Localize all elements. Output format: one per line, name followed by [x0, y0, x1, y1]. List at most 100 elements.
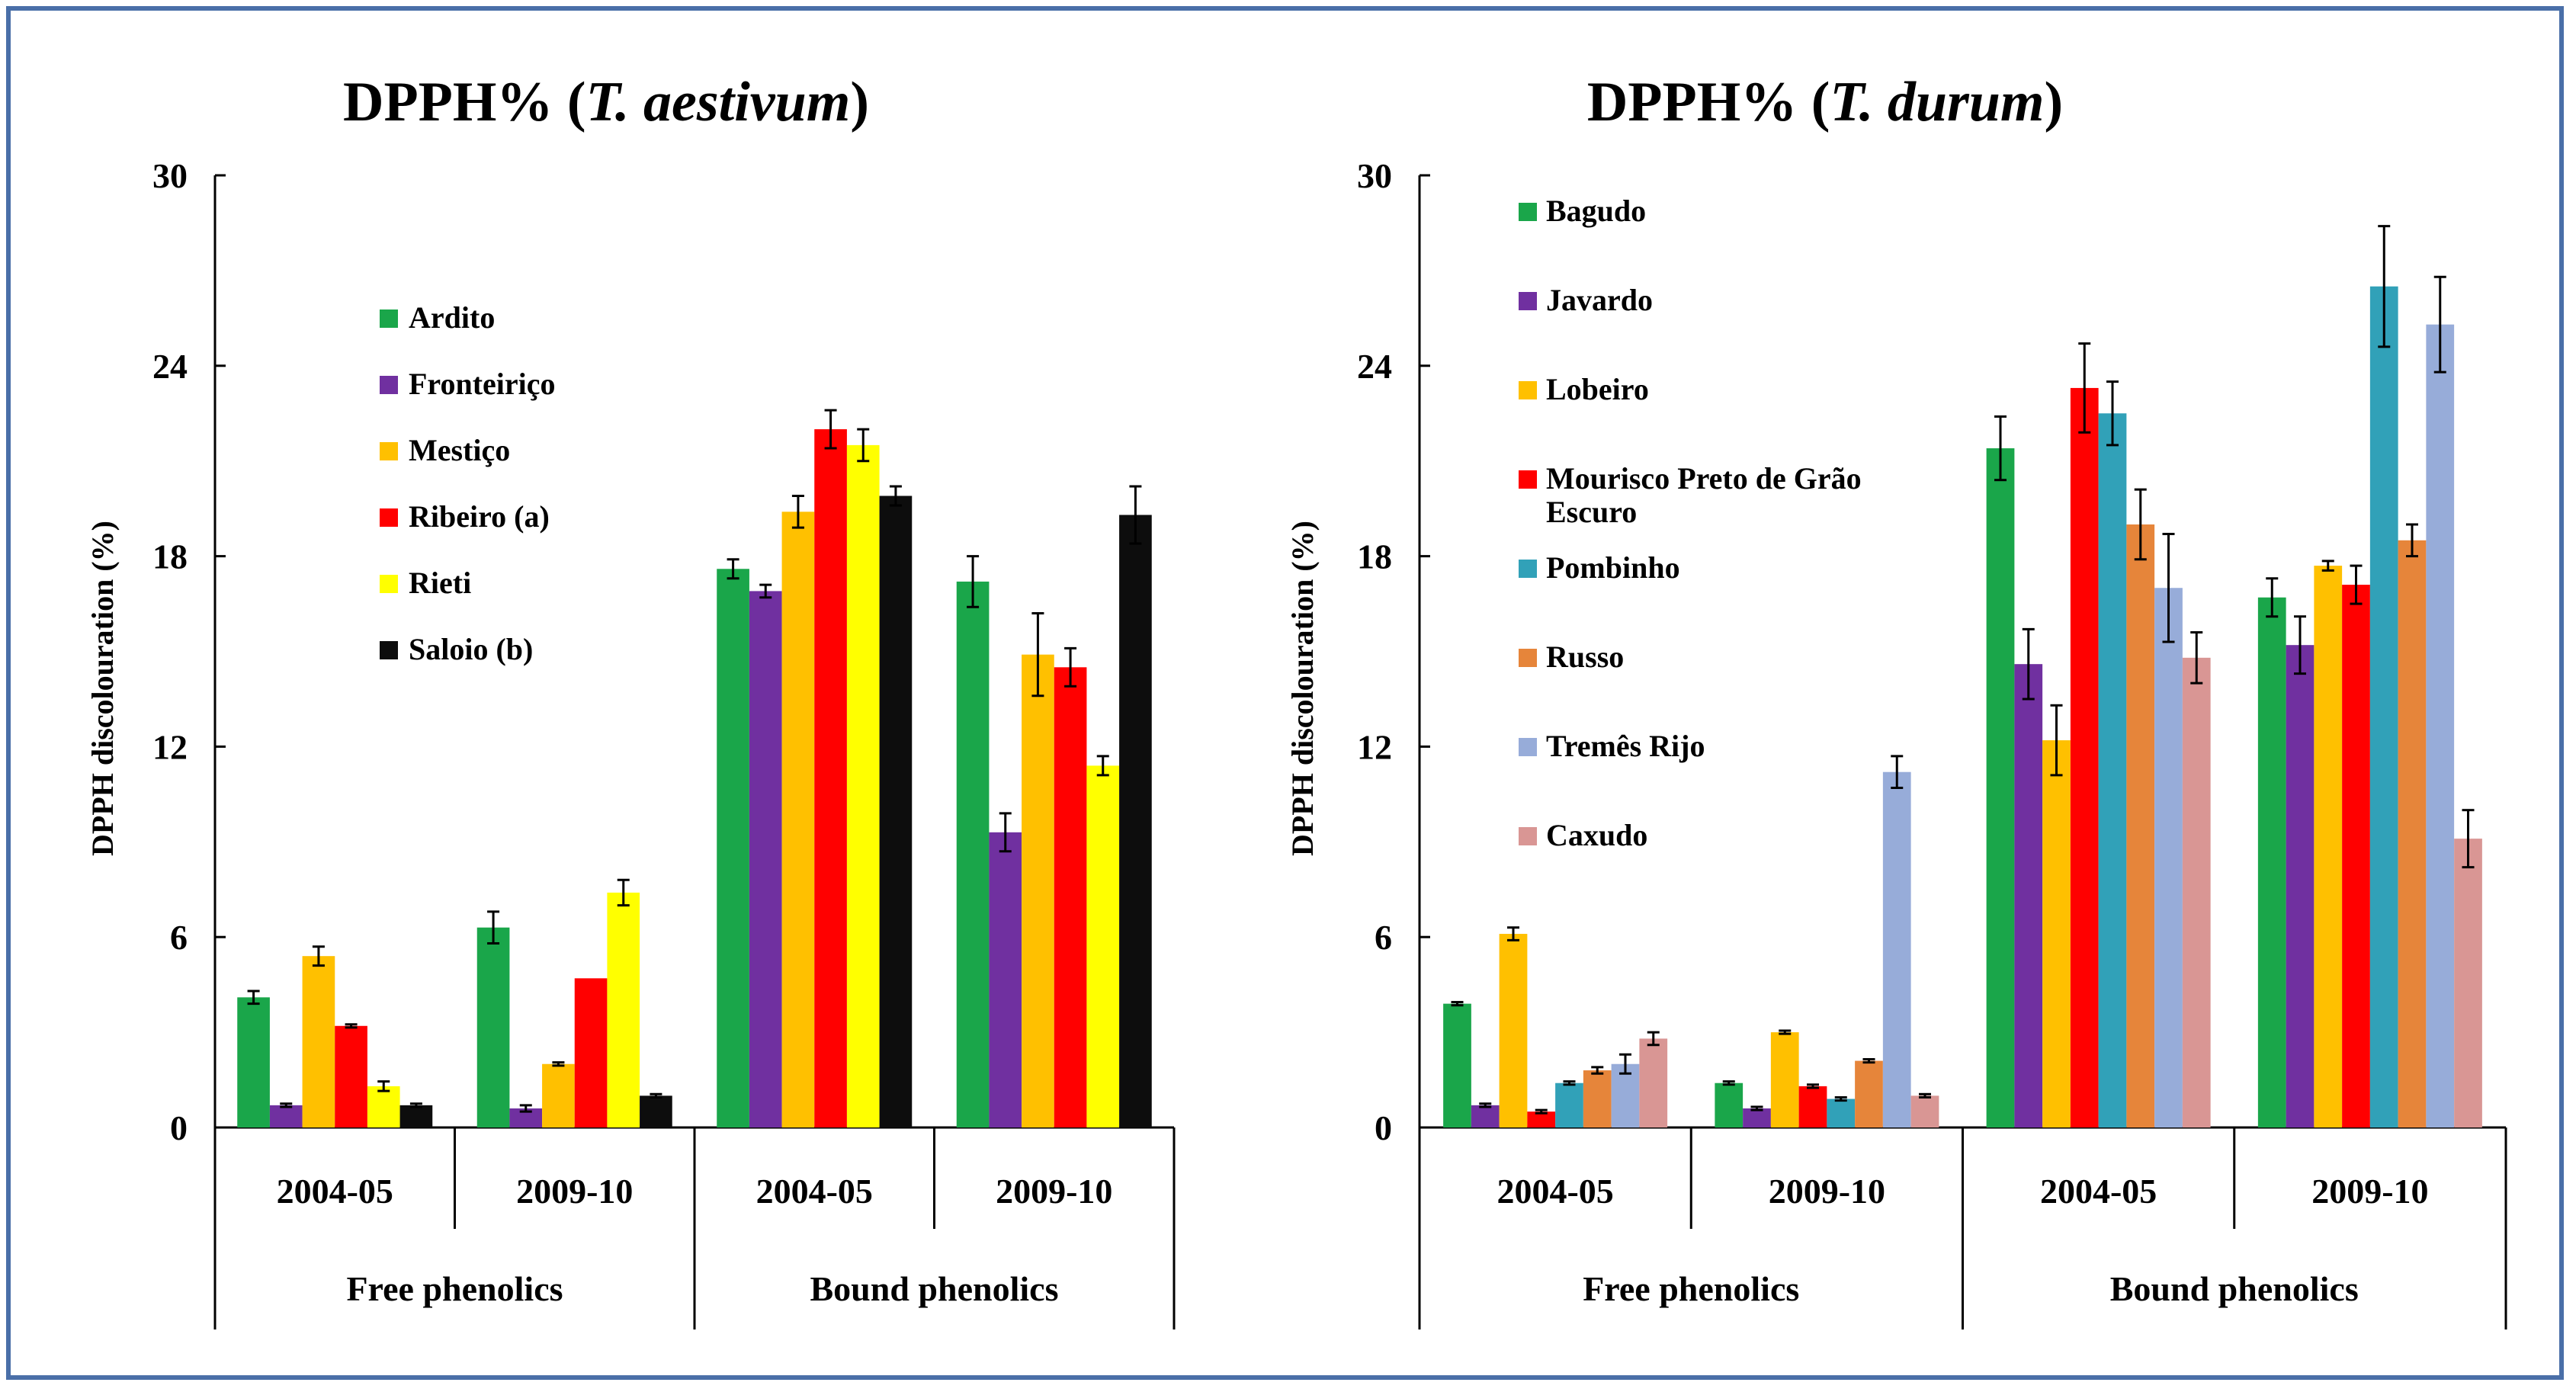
category-label: 2004-05: [756, 1172, 873, 1211]
legend-swatch: [380, 376, 398, 394]
y-axis-label: DPPH discolouration (%): [85, 521, 120, 856]
bar: [989, 832, 1022, 1127]
bar: [1639, 1038, 1668, 1127]
bar: [2042, 740, 2071, 1127]
legend-swatch: [1519, 470, 1537, 489]
chart-aestivum: DPPH% (T. aestivum) DPPH discolouration …: [85, 71, 1176, 1329]
bar: [1770, 1032, 1799, 1127]
bar: [302, 956, 335, 1127]
bar: [1555, 1082, 1583, 1127]
legend-swatch: [1519, 292, 1537, 310]
bar: [2398, 540, 2427, 1127]
bar: [1715, 1082, 1744, 1127]
bar: [269, 1105, 303, 1127]
y-tick-label: 0: [1375, 1108, 1392, 1147]
legend-label: Javardo: [1546, 283, 1653, 317]
bar: [2070, 387, 2099, 1127]
bar: [1499, 934, 1528, 1127]
legend-label: Bagudo: [1546, 194, 1646, 228]
legend-swatch: [380, 508, 398, 527]
bar: [574, 978, 608, 1127]
bar: [1743, 1108, 1771, 1127]
bar: [399, 1105, 433, 1127]
category-label: 2009-10: [2311, 1172, 2428, 1211]
group-label: Free phenolics: [346, 1269, 563, 1308]
legend-swatch: [380, 442, 398, 460]
bar: [846, 444, 880, 1127]
bar: [542, 1063, 575, 1127]
bar: [2257, 597, 2286, 1127]
bar: [335, 1025, 367, 1127]
category-label: 2009-10: [1769, 1172, 1885, 1211]
bar: [476, 927, 510, 1127]
bar: [1527, 1111, 1556, 1127]
bar: [2154, 588, 2183, 1127]
legend: Bagudo Javardo Lobeiro Mourisco Preto de Gr…: [1519, 194, 1862, 852]
legend-label: Rieti: [409, 566, 471, 600]
legend-swatch: [1519, 649, 1537, 667]
bar: [2098, 413, 2127, 1127]
bar: [367, 1086, 400, 1127]
legend-swatch: [380, 310, 398, 328]
legend-label: Mourisco Preto de Grão Escuro: [1546, 461, 1862, 529]
y-tick-label: 0: [170, 1108, 188, 1147]
legend-label: Ribeiro (a): [409, 499, 550, 534]
bar: [1986, 448, 2015, 1127]
legend-label: Caxudo: [1546, 818, 1647, 852]
legend-label: Pombinho: [1546, 550, 1680, 585]
y-tick-label: 18: [1357, 537, 1392, 576]
bar: [2342, 585, 2370, 1127]
legend-label: Tremês Rijo: [1546, 729, 1705, 763]
y-tick-label: 6: [1375, 918, 1392, 957]
legend-swatch: [1519, 827, 1537, 845]
legend-swatch: [1519, 738, 1537, 756]
bar: [1798, 1086, 1827, 1127]
bar: [1022, 654, 1054, 1127]
category-label: 2009-10: [996, 1172, 1112, 1211]
chart-title: DPPH% (T. durum): [1587, 71, 2063, 133]
bar: [956, 581, 990, 1127]
y-axis-label: DPPH discolouration (%): [1285, 521, 1320, 856]
bar: [1471, 1105, 1500, 1127]
category-label: 2004-05: [1497, 1172, 1613, 1211]
bar: [2426, 324, 2455, 1128]
bar: [1054, 667, 1087, 1127]
category-label: 2009-10: [516, 1172, 633, 1211]
y-tick-label: 12: [152, 727, 188, 766]
y-tick-label: 30: [152, 156, 188, 195]
y-tick-label: 30: [1357, 156, 1392, 195]
bar: [607, 892, 640, 1127]
bar: [1882, 771, 1911, 1127]
bar: [2126, 524, 2155, 1127]
bar: [814, 429, 847, 1127]
legend-swatch: [380, 575, 398, 593]
legend-swatch: [1519, 203, 1537, 221]
category-label: 2004-05: [277, 1172, 393, 1211]
chart-title: DPPH% (T. aestivum): [343, 71, 869, 133]
y-tick-label: 24: [1357, 347, 1392, 386]
bar: [1910, 1095, 1939, 1127]
group-label: Free phenolics: [1583, 1269, 1799, 1308]
group-label: Bound phenolics: [810, 1269, 1059, 1308]
bar: [2314, 566, 2343, 1127]
bar: [1443, 1003, 1471, 1127]
legend-label: Lobeiro: [1546, 372, 1649, 406]
bar: [2014, 664, 2043, 1127]
bar: [717, 569, 749, 1127]
bar: [1855, 1060, 1883, 1127]
legend-label: Mestiço: [409, 433, 510, 467]
bar: [879, 496, 913, 1127]
legend-swatch: [1519, 560, 1537, 578]
bar: [2182, 657, 2211, 1127]
chart-durum: DPPH% (T. durum) DPPH discolouration (%)…: [1285, 71, 2507, 1329]
legend-swatch: [380, 641, 398, 659]
legend-label: Fronteiriço: [409, 367, 556, 401]
bar: [1827, 1099, 1856, 1127]
category-label: 2004-05: [2040, 1172, 2157, 1211]
bar: [1119, 515, 1152, 1127]
y-tick-label: 18: [152, 537, 188, 576]
y-tick-label: 6: [170, 918, 188, 957]
group-label: Bound phenolics: [2110, 1269, 2359, 1308]
bar: [640, 1095, 672, 1127]
